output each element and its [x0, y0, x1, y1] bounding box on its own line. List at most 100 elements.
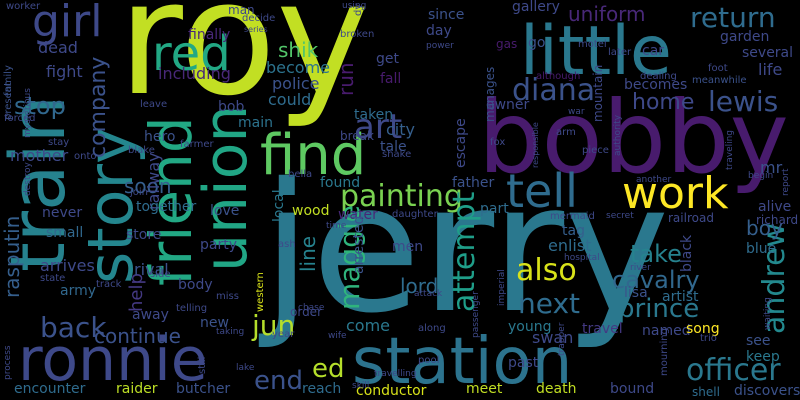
word-get: get — [376, 51, 399, 67]
word-little: little — [520, 12, 672, 91]
word-telling: telling — [176, 303, 208, 314]
word-arm: arm — [556, 127, 576, 138]
word-ed: ed — [312, 354, 345, 384]
word-finally: finally — [188, 27, 231, 43]
word-broken: broken — [340, 29, 375, 40]
word-prince: prince — [618, 294, 700, 324]
word-enlist: enlist — [548, 236, 592, 255]
word-richard: richard — [756, 213, 799, 227]
word-wood: wood — [292, 203, 330, 219]
word-butcher: butcher — [176, 381, 231, 397]
word-although: although — [536, 71, 581, 82]
word-taken: taken — [354, 107, 394, 123]
word-come: come — [346, 316, 391, 335]
word-song: song — [686, 321, 720, 337]
word-diana: diana — [512, 73, 596, 108]
word-garden: garden — [720, 29, 770, 45]
word-small: small — [46, 225, 84, 241]
word-go: go — [528, 35, 546, 51]
word-worker: worker — [6, 1, 41, 12]
word-never: never — [42, 205, 83, 221]
word-travelling: travelling — [374, 369, 417, 379]
word-skill: skill — [352, 381, 370, 391]
word-next: next — [518, 287, 581, 320]
word-conductor: conductor — [356, 383, 427, 399]
word-meanwhile: meanwhile — [692, 75, 747, 86]
word-company: company — [86, 56, 111, 158]
word-western: western — [255, 272, 266, 312]
word-traveling: traveling — [725, 129, 735, 170]
word-bob: bob — [218, 99, 245, 115]
word-mother: mother — [10, 146, 69, 165]
word-rasputin: rasputin — [0, 215, 24, 298]
word-uniform: uniform — [568, 2, 646, 26]
word-lewis: lewis — [708, 85, 779, 118]
word-station: station — [352, 325, 573, 399]
word-secret: secret — [606, 211, 634, 221]
word-tell: tell — [506, 164, 578, 218]
word-authority: authority — [613, 114, 623, 156]
word-daughter: daughter — [392, 209, 438, 220]
word-lake: lake — [236, 363, 255, 373]
word-blake: blake — [128, 145, 155, 156]
word-later: later — [608, 47, 632, 58]
word-also: also — [516, 253, 577, 288]
word-escape: escape — [453, 118, 469, 168]
word-power: power — [426, 41, 454, 51]
word-ronnie: ronnie — [18, 325, 208, 395]
word-break: break — [340, 129, 374, 143]
word-stop: stop — [14, 92, 66, 120]
word-railroad: railroad — [668, 211, 714, 225]
word-return: return — [690, 1, 776, 34]
word-continue: continue — [94, 324, 181, 348]
word-girl: girl — [32, 0, 103, 47]
word-blue: blue — [746, 241, 777, 257]
word-shik: shik — [278, 38, 319, 62]
word-chase: chase — [298, 303, 325, 313]
word-love: love — [210, 203, 240, 219]
word-mourning: mourning — [659, 328, 670, 376]
word-report: report — [781, 168, 791, 197]
word-body: body — [178, 277, 213, 293]
word-fall: fall — [380, 71, 402, 87]
word-father: father — [452, 175, 495, 191]
word-jun: jun — [252, 309, 296, 342]
word-end: end — [254, 366, 303, 396]
word-arrives: arrives — [40, 256, 95, 275]
word-year: year — [272, 329, 295, 340]
word-forced: forced — [4, 113, 36, 124]
word-responsible: responsible — [531, 122, 540, 168]
word-stay: stay — [48, 137, 70, 148]
word-line: line — [296, 235, 320, 272]
word-dy: dy — [353, 3, 364, 16]
word-raider: raider — [116, 381, 158, 397]
word-including: including — [158, 64, 231, 83]
word-life: life — [758, 60, 783, 79]
word-bobby: bobby — [478, 79, 789, 196]
word-painting: painting — [340, 179, 463, 214]
word-man: man — [228, 3, 255, 17]
word-lord: lord — [400, 274, 439, 298]
word-reach: reach — [302, 381, 342, 397]
word-back: back — [40, 311, 107, 344]
word-waiting: waiting — [763, 297, 773, 330]
word-part: part — [480, 201, 509, 217]
word-officer: officer — [686, 353, 781, 388]
word-rival: rival — [134, 260, 169, 279]
word-time: time — [326, 221, 347, 231]
word-wife: wife — [328, 331, 347, 341]
word-lisa: lisa — [624, 285, 648, 301]
word-foot: foot — [708, 63, 728, 74]
word-boy: boy — [746, 216, 783, 240]
word-dead: dead — [38, 38, 78, 57]
word-side: side — [150, 269, 171, 280]
word-car: car — [642, 43, 665, 59]
word-dealing: dealing — [640, 71, 677, 82]
word-away: away — [132, 307, 169, 323]
word-shake: shake — [382, 149, 412, 160]
word-city: city — [386, 120, 415, 139]
word-river: river — [630, 263, 651, 273]
word-take: take — [630, 240, 682, 268]
word-owner: owner — [486, 97, 530, 113]
